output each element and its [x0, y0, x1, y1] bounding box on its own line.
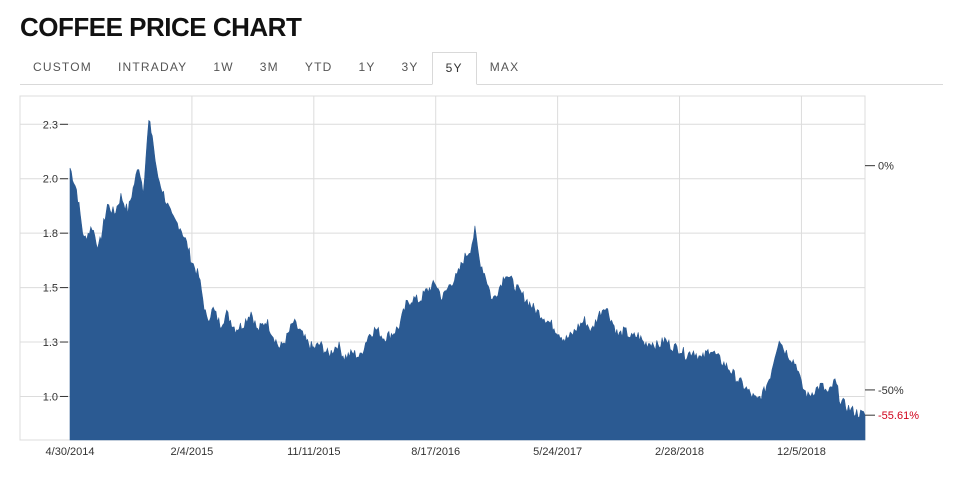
x-tick-label: 11/11/2015	[287, 446, 340, 458]
tab-5y[interactable]: 5Y	[431, 52, 477, 85]
y-tick-label: 1.8	[43, 228, 58, 240]
x-tick-label: 12/5/2018	[777, 446, 826, 458]
y-tick-label: 1.5	[43, 283, 58, 295]
right-axis-label: -50%	[878, 385, 904, 397]
right-axis-label: -55.61%	[878, 410, 919, 422]
tab-intraday[interactable]: INTRADAY	[117, 60, 188, 74]
y-tick-label: 2.0	[43, 174, 58, 186]
tab-custom[interactable]: CUSTOM	[33, 60, 92, 74]
x-tick-label: 4/30/2014	[46, 446, 95, 458]
page-title: COFFEE PRICE CHART	[20, 12, 302, 42]
x-tick-label: 2/4/2015	[170, 446, 213, 458]
tab-ytd[interactable]: YTD	[304, 60, 333, 74]
tab-1w[interactable]: 1W	[213, 60, 234, 74]
y-tick-label: 1.3	[43, 337, 58, 349]
tab-3y[interactable]: 3Y	[401, 60, 419, 74]
range-tabs: CUSTOM INTRADAY 1W 3M YTD 1Y 3Y 5Y MAX	[20, 52, 943, 85]
right-axis-label: 0%	[878, 161, 894, 173]
x-tick-label: 2/28/2018	[655, 446, 704, 458]
tab-1y[interactable]: 1Y	[358, 60, 376, 74]
tab-3m[interactable]: 3M	[259, 60, 279, 74]
y-tick-label: 2.3	[43, 119, 58, 131]
x-tick-label: 5/24/2017	[533, 446, 582, 458]
tab-max[interactable]: MAX	[489, 60, 520, 74]
y-tick-label: 1.0	[43, 391, 58, 403]
price-area-series[interactable]	[69, 119, 866, 441]
x-tick-label: 8/17/2016	[411, 446, 460, 458]
